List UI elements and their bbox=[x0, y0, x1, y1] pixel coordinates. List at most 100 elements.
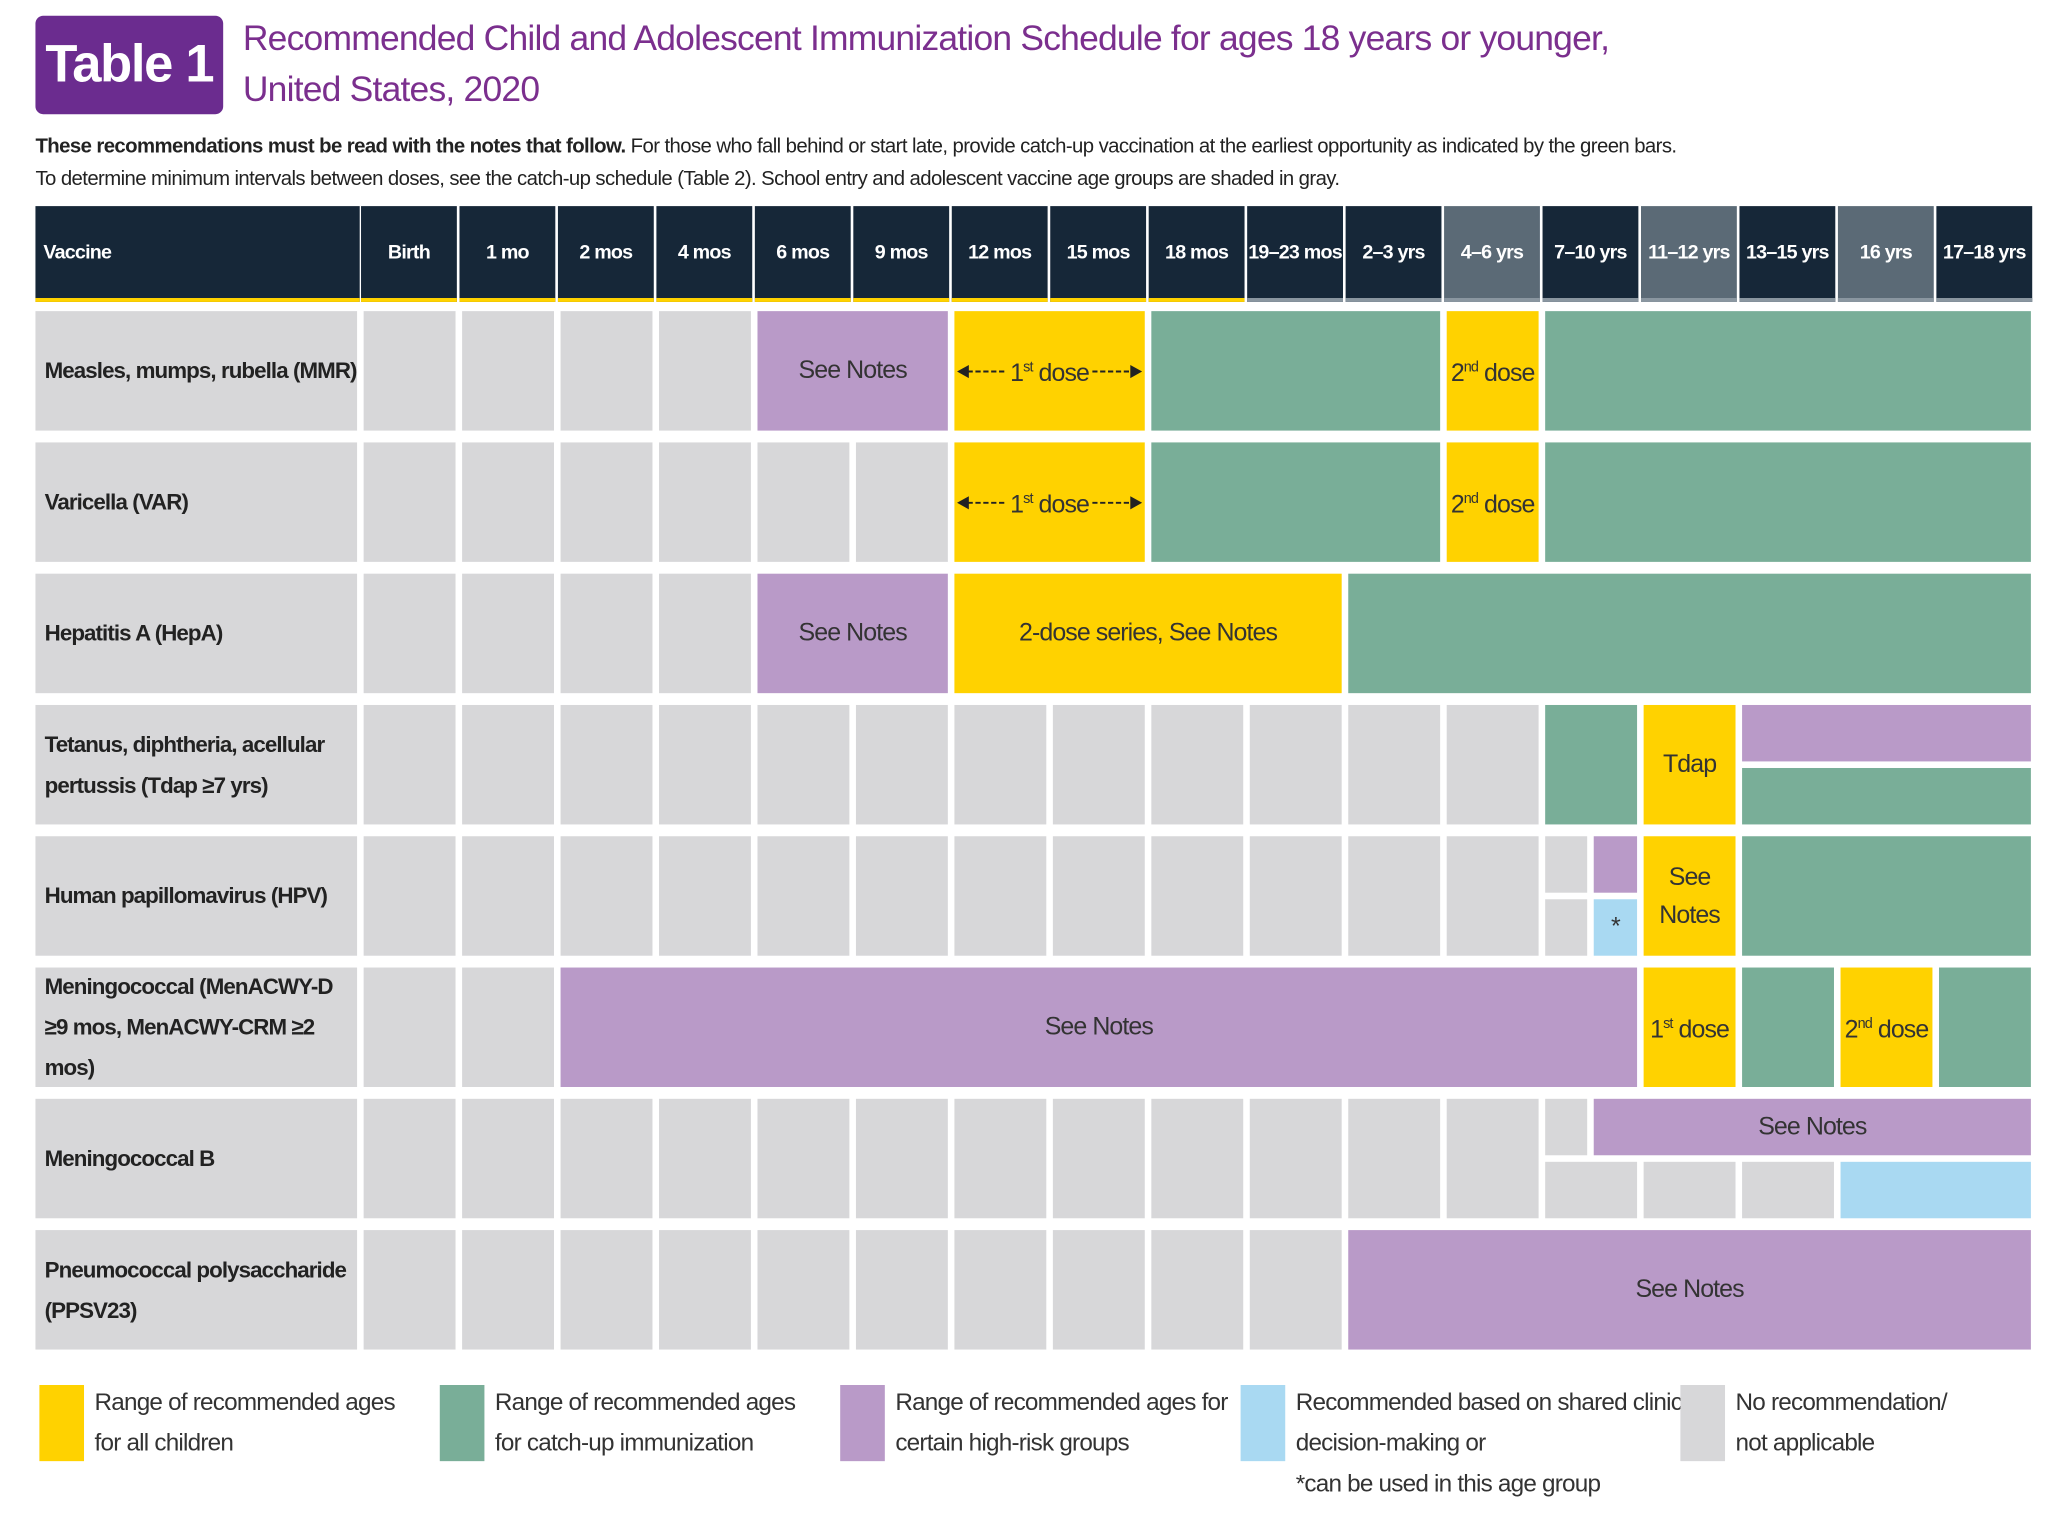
cell-na bbox=[462, 442, 555, 562]
cell-na bbox=[560, 1098, 653, 1219]
cell bbox=[1545, 1161, 1638, 1219]
cell-na bbox=[855, 836, 948, 956]
cell-na bbox=[363, 311, 456, 431]
cell: 2nd dose bbox=[1840, 967, 1933, 1087]
cell-na bbox=[954, 1230, 1047, 1350]
cell-na bbox=[757, 442, 850, 562]
cell bbox=[1840, 1161, 2031, 1219]
vaccine-name: Measles, mumps, rubella (MMR) bbox=[44, 358, 358, 384]
cell-na bbox=[462, 967, 555, 1087]
label-ordinal: nd bbox=[1463, 490, 1479, 507]
vaccine-name: (PPSV23) bbox=[44, 1297, 138, 1323]
legend-line: Range of recommended ages bbox=[494, 1387, 796, 1416]
cell-label: See Notes bbox=[798, 619, 908, 648]
cell-na bbox=[462, 573, 555, 694]
cell-na bbox=[462, 311, 555, 431]
cell bbox=[1545, 442, 2031, 562]
label-number: 2 bbox=[1450, 359, 1465, 388]
cell-na bbox=[1052, 1098, 1145, 1219]
cell-na bbox=[1446, 836, 1539, 956]
legend-text: No recommendation/not applicable bbox=[1735, 1381, 1948, 1462]
label-number: 1 bbox=[1010, 491, 1024, 519]
cell-na bbox=[363, 442, 456, 562]
cell-na bbox=[855, 704, 948, 825]
cell-label: 2-dose series, See Notes bbox=[1019, 619, 1278, 648]
cell bbox=[1545, 836, 1588, 893]
cell bbox=[1593, 836, 1638, 893]
cell-na bbox=[757, 1230, 850, 1350]
cell bbox=[1742, 767, 2031, 825]
title-line: Recommended Child and Adolescent Immuniz… bbox=[242, 18, 1610, 58]
cell: See Notes bbox=[757, 311, 948, 431]
legend-line: *can be used in this age group bbox=[1295, 1469, 1601, 1497]
header-cell: 11–12 yrs bbox=[1641, 206, 1737, 302]
legend-text: Range of recommended ages for all childre… bbox=[94, 1381, 396, 1462]
vaccine-cell: Human papillomavirus (HPV) bbox=[35, 836, 358, 956]
cell-na bbox=[1151, 836, 1244, 956]
cell-na bbox=[1249, 704, 1342, 825]
cell-na bbox=[1151, 704, 1244, 825]
cell-na bbox=[1151, 1098, 1244, 1219]
cell-na bbox=[363, 1230, 456, 1350]
label-ordinal: st bbox=[1023, 359, 1033, 376]
vaccine-cell: Pneumococcal polysaccharide (PPSV23) bbox=[35, 1230, 358, 1350]
label-number: 1 bbox=[1010, 359, 1024, 388]
cell bbox=[1643, 1161, 1736, 1219]
legend-text: Recommended based on shared clinical deci… bbox=[1296, 1381, 1700, 1503]
vaccine-name: Varicella (VAR) bbox=[44, 489, 189, 515]
header-cell: 4 mos bbox=[656, 206, 753, 302]
label-number: 2 bbox=[1844, 1016, 1859, 1044]
header-cell: 18 mos bbox=[1148, 206, 1245, 302]
cell: See Notes bbox=[1348, 1230, 2031, 1350]
vaccine-name: pertussis (Tdap ≥7 yrs) bbox=[44, 772, 269, 798]
label-text: dose bbox=[1478, 359, 1535, 388]
cell bbox=[1545, 899, 1588, 956]
cell-label: 1st dose bbox=[1010, 349, 1090, 393]
cell-label: * bbox=[1610, 913, 1621, 942]
cell-label: See Notes bbox=[1635, 1276, 1744, 1304]
cell: Tdap bbox=[1643, 704, 1736, 825]
header-cell: 17–18 yrs bbox=[1936, 206, 2033, 302]
cell-label: See Notes bbox=[798, 357, 908, 385]
cell-na bbox=[560, 836, 653, 956]
legend-line: Range of recommended ages bbox=[94, 1387, 396, 1416]
cell-na bbox=[363, 704, 456, 825]
vaccine-name: Human papillomavirus (HPV) bbox=[44, 883, 328, 909]
vaccine-cell: Measles, mumps, rubella (MMR) bbox=[35, 311, 358, 431]
header-cell: 15 mos bbox=[1050, 206, 1147, 302]
cell: 1st dose bbox=[954, 311, 1145, 431]
cell-na bbox=[954, 836, 1047, 956]
cell-na bbox=[363, 1098, 456, 1219]
cell-na bbox=[560, 442, 653, 562]
vaccine-name: Tetanus, diphtheria, acellular bbox=[44, 731, 326, 757]
cell bbox=[1151, 311, 1441, 431]
vaccine-cell: Varicella (VAR) bbox=[35, 442, 358, 562]
cell: 2nd dose bbox=[1446, 311, 1539, 431]
cell bbox=[1545, 1098, 1588, 1156]
arrow bbox=[1091, 495, 1142, 509]
vaccine-name: Pneumococcal polysaccharide bbox=[44, 1257, 347, 1282]
label-text: dose bbox=[1871, 1016, 1929, 1044]
cell-na bbox=[954, 1098, 1047, 1219]
cell-label: 2nd dose bbox=[1451, 480, 1536, 524]
cell: * bbox=[1593, 899, 1638, 956]
cell: See Notes bbox=[1593, 1098, 2031, 1156]
cell: 2-dose series, See Notes bbox=[954, 573, 1342, 694]
cell-na bbox=[757, 1098, 850, 1219]
cell-label: See Notes bbox=[1659, 863, 1720, 929]
cell bbox=[1545, 311, 2031, 431]
cell: See Notes bbox=[1643, 836, 1736, 956]
cell-na bbox=[1249, 1230, 1342, 1350]
cell bbox=[1742, 1161, 1834, 1219]
cell-label: 1st dose bbox=[1650, 1005, 1730, 1049]
cell: 2nd dose bbox=[1446, 442, 1539, 562]
label-ordinal: nd bbox=[1463, 359, 1479, 376]
legend-line: not applicable bbox=[1735, 1428, 1876, 1456]
header-cell: Birth bbox=[361, 206, 457, 302]
header-cell: 2–3 yrs bbox=[1345, 206, 1442, 302]
cell-label: 2nd dose bbox=[1450, 349, 1536, 393]
cell-na bbox=[1446, 704, 1539, 825]
cell-na bbox=[462, 1230, 555, 1350]
vaccine-cell: Hepatitis A (HepA) bbox=[35, 573, 358, 694]
